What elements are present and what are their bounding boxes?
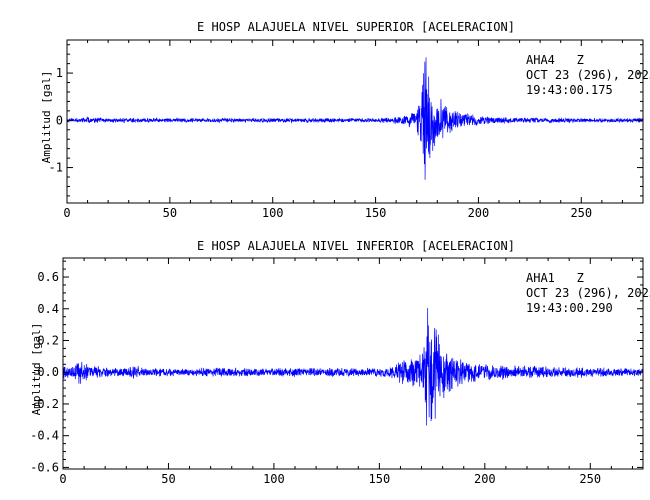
station-code: AHA1 Z — [526, 271, 584, 285]
station-date: OCT 23 (296), 2025 — [526, 68, 650, 82]
x-tick-label: 150 — [365, 206, 387, 220]
y-tick-label: -0.6 — [30, 460, 59, 474]
x-tick-label: 200 — [474, 472, 496, 486]
panel-superior: E HOSP ALAJUELA NIVEL SUPERIOR [ACELERAC… — [40, 20, 650, 220]
panel-title: E HOSP ALAJUELA NIVEL SUPERIOR [ACELERAC… — [197, 20, 515, 34]
station-time: 19:43:00.175 — [526, 83, 613, 97]
x-tick-label: 200 — [468, 206, 490, 220]
station-annotation: AHA1 Z OCT 23 (296), 2025 19:43:00.290 — [526, 271, 650, 315]
y-tick-label: -0.4 — [30, 429, 59, 443]
x-tick-label: 0 — [59, 472, 66, 486]
station-code: AHA4 Z — [526, 53, 584, 67]
y-axis-label: Amplitud [gal] — [30, 323, 43, 416]
waveform-trace — [66, 57, 644, 180]
x-tick-label: 250 — [579, 472, 601, 486]
y-tick-label: -0.2 — [30, 397, 59, 411]
y-tick-label: 0.2 — [37, 333, 59, 347]
y-tick-label: 0.6 — [37, 270, 59, 284]
x-tick-label: 50 — [163, 206, 177, 220]
x-tick-label: 250 — [570, 206, 592, 220]
axes-frame — [62, 257, 644, 470]
y-tick-label: 0.4 — [37, 302, 59, 316]
panel-title: E HOSP ALAJUELA NIVEL INFERIOR [ACELERAC… — [197, 239, 515, 253]
x-tick-label: 100 — [263, 472, 285, 486]
y-axis-label: Amplitud [gal] — [40, 71, 53, 164]
x-tick-label: 100 — [262, 206, 284, 220]
panel-inferior: E HOSP ALAJUELA NIVEL INFERIOR [ACELERAC… — [30, 239, 650, 486]
station-annotation: AHA4 Z OCT 23 (296), 2025 19:43:00.175 — [526, 53, 650, 97]
x-tick-label: 150 — [369, 472, 391, 486]
station-time: 19:43:00.290 — [526, 301, 613, 315]
x-tick-label: 0 — [63, 206, 70, 220]
station-date: OCT 23 (296), 2025 — [526, 286, 650, 300]
y-tick-label: -0.0 — [30, 365, 59, 379]
y-tick-label: 0 — [56, 113, 63, 127]
x-tick-label: 50 — [161, 472, 175, 486]
y-tick-label: 1 — [56, 66, 63, 80]
y-tick-label: -1 — [49, 161, 63, 175]
waveform-trace — [62, 307, 644, 426]
